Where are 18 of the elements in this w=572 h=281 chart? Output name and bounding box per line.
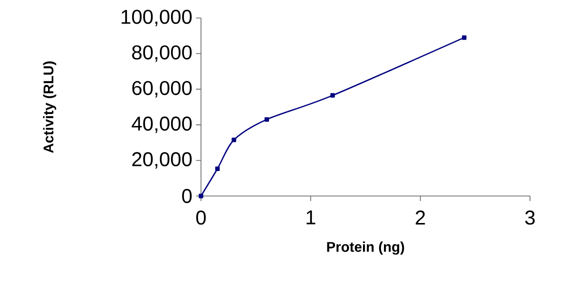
y-tick-label: 100,000 [122,10,192,26]
point [264,117,270,122]
x-tick-label: 3 [525,210,535,225]
y-axis-title: Activity (RLU) [43,61,56,153]
y-tick-label: 80,000 [132,45,192,62]
x-tick-label: 1 [306,210,316,224]
point [198,194,204,198]
point [215,166,220,172]
point [232,138,236,142]
y-tick-label: 20,000 [132,152,192,169]
x-tick-label: 2 [416,210,425,224]
y-tick-label: 40,000 [132,116,192,134]
y-tick-label: 0 [182,188,192,204]
point [462,35,466,40]
point [330,93,335,98]
y-tick-label: 60,000 [132,80,192,98]
x-tick-label: 0 [196,210,206,225]
x-axis-title: Protein (ng) [327,242,404,255]
